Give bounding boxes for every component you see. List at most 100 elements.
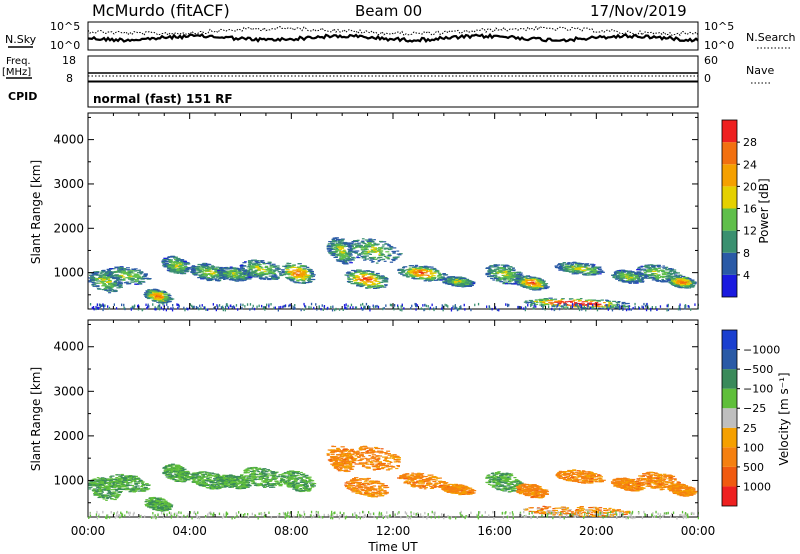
power-y-ticks: 1000 2000 3000 4000 bbox=[53, 116, 698, 296]
y-tick-label-1: 2000 bbox=[53, 429, 84, 443]
nave-label: Nave bbox=[746, 64, 774, 77]
y-tick-label-1: 2000 bbox=[53, 221, 84, 235]
noise-sky-trace bbox=[87, 32, 699, 44]
echo-region-10 bbox=[346, 445, 401, 471]
y-tick-label-0: 1000 bbox=[53, 473, 84, 487]
noise-search-trace bbox=[87, 25, 699, 37]
echo-region-3 bbox=[162, 463, 192, 483]
echo-region-11 bbox=[397, 472, 449, 490]
colorbar-tick-3: 25 bbox=[743, 422, 757, 435]
nave-tick-bottom: 0 bbox=[704, 72, 711, 85]
echo-region-0 bbox=[88, 269, 123, 294]
echo-region-7 bbox=[280, 470, 317, 493]
echo-region-12 bbox=[442, 276, 476, 288]
echo-region-7 bbox=[281, 262, 316, 284]
echo-region-9 bbox=[344, 269, 389, 289]
colorbar-tick-6: −500 bbox=[743, 363, 773, 376]
colorbar-tick-0: 4 bbox=[743, 269, 750, 282]
date-title: 17/Nov/2019 bbox=[590, 2, 687, 20]
ground-scatter bbox=[89, 302, 699, 312]
freq-tick-bottom: 8 bbox=[66, 72, 73, 85]
velocity-colorbar: 1000 500 100 25 −25 −100 −500 −1000 bbox=[721, 329, 780, 507]
cpid-label: CPID bbox=[8, 90, 37, 103]
colorbar-tick-7: −1000 bbox=[743, 344, 780, 357]
power-x-ticks bbox=[87, 113, 699, 309]
echo-region-9 bbox=[344, 477, 390, 498]
y-tick-label-0: 1000 bbox=[53, 266, 84, 280]
power-panel: 1000 2000 3000 4000 Slant Range [km] 4 8 12 16… bbox=[29, 112, 771, 312]
echo-region-15 bbox=[554, 261, 605, 276]
echo-region-6 bbox=[239, 259, 286, 281]
freq-panel: 18 8 Freq. [MHz] 60 0 Nave bbox=[2, 54, 774, 85]
time-axis-labels: 00:00 04:00 08:00 12:00 16:00 20:00 00:00 bbox=[71, 524, 716, 538]
y-tick-label-2: 3000 bbox=[53, 177, 84, 191]
freq-tick-top: 18 bbox=[62, 54, 76, 67]
nsky-tick-bottom: 10^0 bbox=[50, 39, 80, 52]
station-title: McMurdo (fitACF) bbox=[92, 1, 230, 20]
nave-tick-top: 60 bbox=[704, 54, 718, 67]
time-axis-title: Time UT bbox=[367, 540, 418, 554]
power-y-axis-label: Slant Range [km] bbox=[29, 160, 43, 264]
cpid-text: normal (fast) 151 RF bbox=[93, 92, 233, 106]
velocity-y-axis-label: Slant Range [km] bbox=[29, 367, 43, 471]
echo-region-1 bbox=[104, 473, 151, 493]
noise-panel: 10^5 10^0 N.Sky 10^5 10^0 N.Search bbox=[5, 20, 796, 52]
echo-region-12 bbox=[440, 483, 477, 496]
echo-region-15 bbox=[555, 469, 606, 484]
colorbar-tick-2: 100 bbox=[743, 441, 764, 454]
echo-region-5 bbox=[216, 474, 252, 490]
echo-region-2 bbox=[143, 288, 175, 304]
echo-region-5 bbox=[217, 266, 253, 282]
colorbar-tick-4: 20 bbox=[743, 180, 757, 193]
y-tick-label-3: 4000 bbox=[53, 133, 84, 147]
time-tick-5: 20:00 bbox=[579, 524, 614, 538]
velocity-panel: 1000 2000 3000 4000 Slant Range [km] 1000 50… bbox=[29, 319, 791, 520]
echo-region-18 bbox=[667, 483, 698, 497]
velocity-y-ticks: 1000 2000 3000 4000 bbox=[53, 323, 698, 504]
time-tick-2: 08:00 bbox=[274, 524, 309, 538]
colorbar-tick-5: −100 bbox=[743, 383, 773, 396]
velocity-cells bbox=[88, 445, 699, 520]
time-tick-0: 00:00 bbox=[71, 524, 106, 538]
echo-region-8 bbox=[326, 237, 357, 265]
y-tick-label-3: 4000 bbox=[53, 340, 84, 354]
nsky-tick-top: 10^5 bbox=[50, 20, 80, 33]
beam-title: Beam 00 bbox=[355, 2, 422, 20]
power-colorbar-label: Power [dB] bbox=[757, 178, 771, 243]
freq-label-2: [MHz] bbox=[2, 67, 31, 78]
colorbar-tick-0: 1000 bbox=[743, 480, 771, 493]
nsky-label: N.Sky bbox=[5, 33, 37, 46]
time-tick-6: 00:00 bbox=[681, 524, 716, 538]
colorbar-tick-4: −25 bbox=[743, 402, 766, 415]
power-cells bbox=[88, 237, 699, 312]
time-tick-3: 12:00 bbox=[376, 524, 411, 538]
y-tick-label-2: 3000 bbox=[53, 384, 84, 398]
echo-region-18 bbox=[667, 275, 697, 289]
echo-region-1 bbox=[105, 266, 152, 285]
colorbar-tick-1: 8 bbox=[743, 247, 750, 260]
colorbar-tick-1: 500 bbox=[743, 461, 764, 474]
colorbar-tick-2: 12 bbox=[743, 225, 757, 238]
echo-region-6 bbox=[240, 466, 285, 488]
velocity-colorbar-label: Velocity [m s⁻¹] bbox=[777, 372, 791, 465]
time-tick-4: 16:00 bbox=[477, 524, 512, 538]
echo-region-14 bbox=[515, 275, 550, 291]
nsearch-tick-top: 10^5 bbox=[704, 20, 734, 33]
echo-region-11 bbox=[397, 264, 449, 282]
echo-region-3 bbox=[161, 255, 192, 275]
colorbar-tick-3: 16 bbox=[743, 203, 757, 216]
freq-label-1: Freq. bbox=[6, 56, 31, 67]
power-colorbar: 4 8 12 16 20 24 28 bbox=[721, 119, 757, 298]
ground-scatter bbox=[88, 510, 699, 520]
nsearch-tick-bottom: 10^0 bbox=[704, 39, 734, 52]
echo-region-2 bbox=[144, 496, 174, 512]
echo-region-17 bbox=[636, 264, 683, 283]
colorbar-tick-5: 24 bbox=[743, 158, 757, 171]
nsearch-label: N.Search bbox=[746, 31, 796, 44]
velocity-x-ticks bbox=[87, 320, 699, 517]
echo-region-14 bbox=[515, 483, 549, 499]
colorbar-tick-6: 28 bbox=[743, 136, 757, 149]
echo-region-10 bbox=[346, 238, 403, 264]
